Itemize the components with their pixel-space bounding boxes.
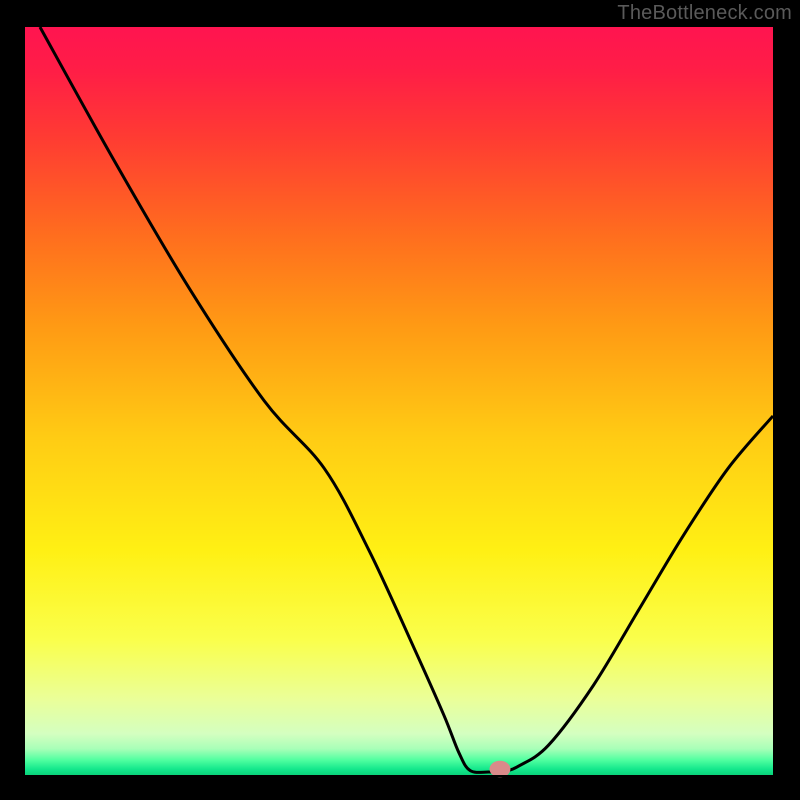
plot-frame xyxy=(25,27,773,775)
chart-container: TheBottleneck.com xyxy=(0,0,800,800)
plot-svg xyxy=(0,0,800,800)
optimal-marker xyxy=(490,761,511,777)
